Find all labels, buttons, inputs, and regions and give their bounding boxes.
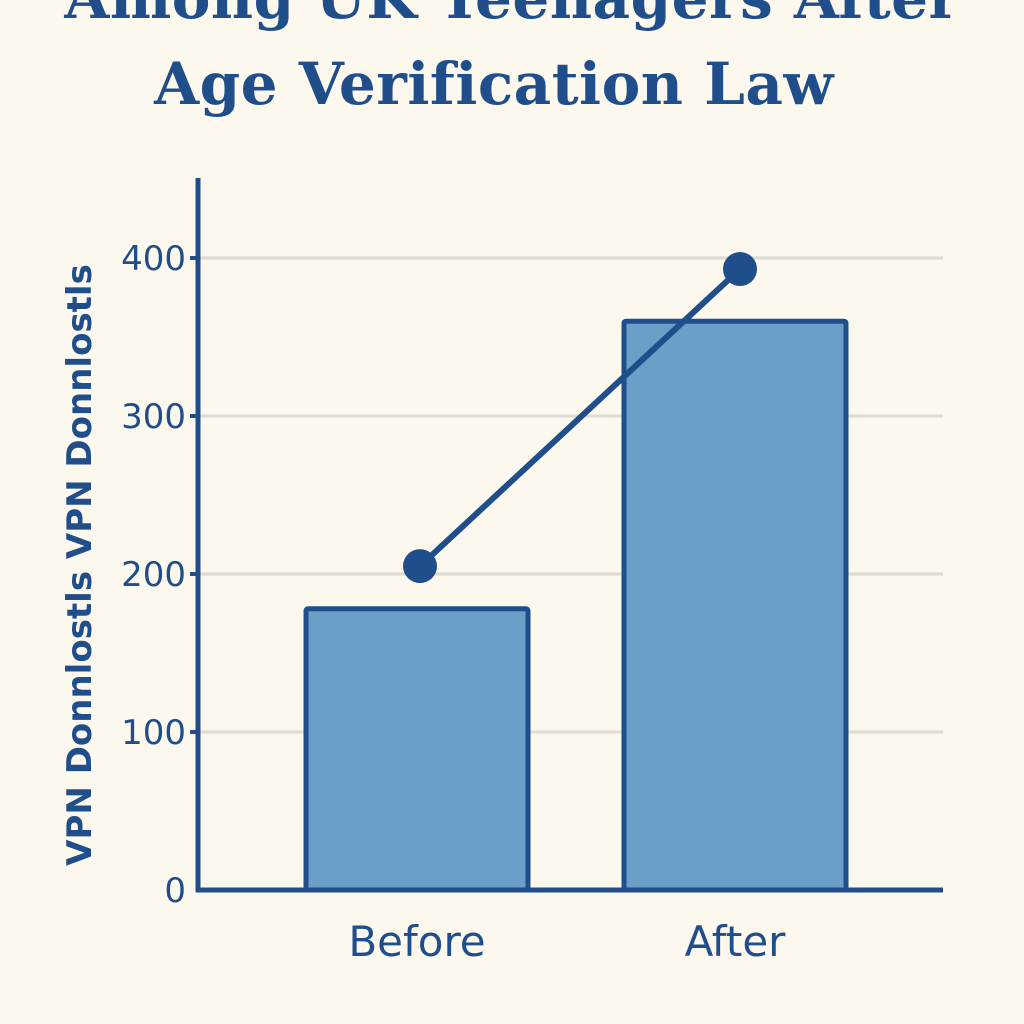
bar-before bbox=[303, 606, 531, 893]
y-tick-label-200: 200 bbox=[121, 555, 186, 595]
trend-point-after bbox=[723, 252, 757, 287]
y-tick-label-0: 0 bbox=[164, 871, 186, 911]
trend-line bbox=[417, 266, 743, 570]
y-tick-label-300: 300 bbox=[121, 397, 186, 437]
x-category-label-after: After bbox=[685, 917, 787, 966]
y-tick-label-100: 100 bbox=[121, 713, 186, 753]
chart-title-line-2: Age Verification Law bbox=[154, 50, 834, 118]
trend-point-before bbox=[403, 549, 437, 584]
chart-title-line-1: Among UK Teenagers After bbox=[0, 0, 1024, 32]
y-tick-label-400: 400 bbox=[121, 239, 186, 279]
bar-after bbox=[621, 318, 849, 893]
x-category-label-before: Before bbox=[348, 917, 485, 966]
